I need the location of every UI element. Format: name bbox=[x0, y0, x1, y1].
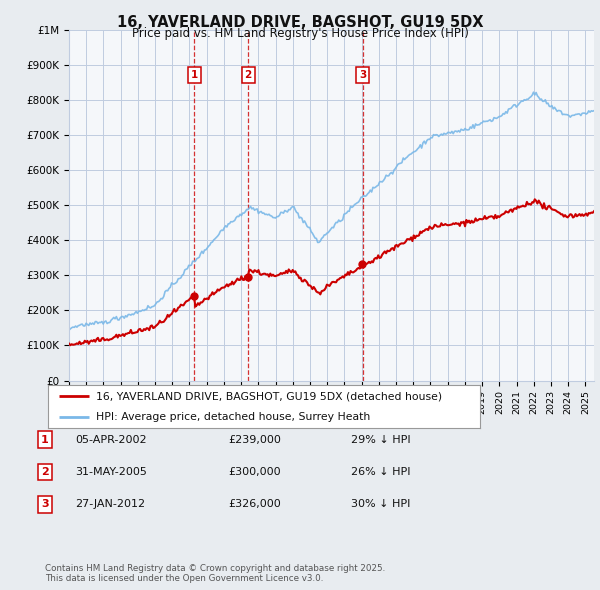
Text: 2: 2 bbox=[245, 70, 252, 80]
Text: 27-JAN-2012: 27-JAN-2012 bbox=[75, 500, 145, 509]
Text: HPI: Average price, detached house, Surrey Heath: HPI: Average price, detached house, Surr… bbox=[95, 412, 370, 422]
Text: 30% ↓ HPI: 30% ↓ HPI bbox=[351, 500, 410, 509]
Text: 3: 3 bbox=[41, 500, 49, 509]
Text: 05-APR-2002: 05-APR-2002 bbox=[75, 435, 146, 444]
Text: Contains HM Land Registry data © Crown copyright and database right 2025.
This d: Contains HM Land Registry data © Crown c… bbox=[45, 563, 385, 583]
Text: 16, YAVERLAND DRIVE, BAGSHOT, GU19 5DX (detached house): 16, YAVERLAND DRIVE, BAGSHOT, GU19 5DX (… bbox=[95, 391, 442, 401]
Text: 16, YAVERLAND DRIVE, BAGSHOT, GU19 5DX: 16, YAVERLAND DRIVE, BAGSHOT, GU19 5DX bbox=[117, 15, 483, 30]
Text: £239,000: £239,000 bbox=[228, 435, 281, 444]
Text: 26% ↓ HPI: 26% ↓ HPI bbox=[351, 467, 410, 477]
Text: 1: 1 bbox=[41, 435, 49, 444]
Text: £326,000: £326,000 bbox=[228, 500, 281, 509]
Text: Price paid vs. HM Land Registry's House Price Index (HPI): Price paid vs. HM Land Registry's House … bbox=[131, 27, 469, 40]
Text: 2: 2 bbox=[41, 467, 49, 477]
Text: 3: 3 bbox=[359, 70, 367, 80]
Text: £300,000: £300,000 bbox=[228, 467, 281, 477]
Text: 29% ↓ HPI: 29% ↓ HPI bbox=[351, 435, 410, 444]
Text: 31-MAY-2005: 31-MAY-2005 bbox=[75, 467, 147, 477]
Text: 1: 1 bbox=[191, 70, 198, 80]
